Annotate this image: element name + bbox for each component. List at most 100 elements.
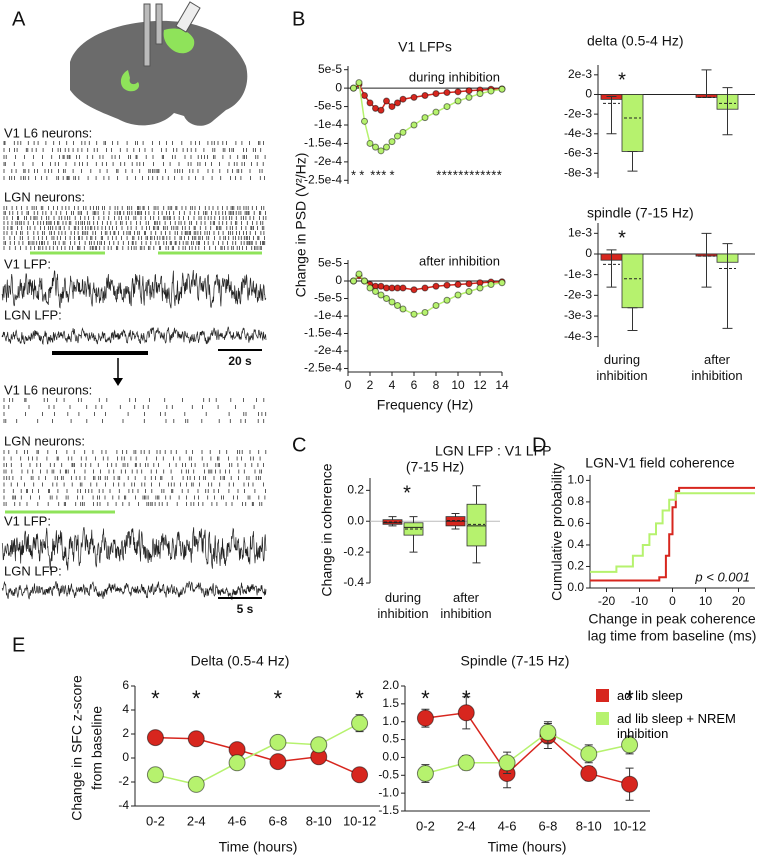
data-point: [351, 766, 369, 784]
y-tick-label: 0.0: [567, 580, 584, 594]
y-tick-label: -1.5: [378, 803, 399, 817]
data-point: [498, 85, 506, 93]
data-point: [383, 143, 390, 151]
series-line: [155, 736, 360, 776]
x-tick-label: -20: [598, 594, 616, 608]
data-point: [394, 302, 401, 309]
y-tick-label: 0.4: [567, 537, 584, 551]
brain-cartoon: [70, 1, 248, 126]
electrode: [155, 3, 163, 45]
error-bar: [722, 87, 733, 136]
data-point: [269, 733, 287, 751]
significance-marker: *: [436, 167, 441, 182]
y-tick-label: 0: [585, 246, 592, 260]
lfp-trace: [1, 269, 267, 309]
optic-fiber: [175, 1, 201, 33]
category-label: during inhibition: [596, 352, 648, 383]
legend-entry: ad lib sleep + NREM inhibition: [596, 711, 762, 741]
data-point: [366, 284, 374, 292]
data-point: [269, 753, 287, 771]
y-tick-label: -1e-3: [564, 267, 592, 281]
data-point: [361, 92, 368, 99]
data-point: [310, 736, 328, 754]
x-axis-label: Time (hours): [219, 839, 298, 855]
legend-swatch: [596, 712, 609, 725]
error-bar: [606, 249, 617, 288]
data-point: [366, 139, 374, 147]
panel-label: D: [532, 434, 546, 456]
panel-label: E: [12, 634, 25, 656]
data-point: [421, 114, 429, 122]
y-tick-label: -3e-3: [564, 308, 592, 322]
x-tick-label: 2: [367, 378, 374, 392]
y-tick-label: -6e-3: [564, 146, 592, 160]
spike-raster: [3, 482, 264, 487]
y-tick-label: 1.0: [382, 714, 399, 728]
chart-title: V1 LFPs: [398, 39, 452, 55]
spike-raster: [3, 469, 262, 474]
spike-raster: [3, 216, 267, 220]
significance-marker: *: [464, 167, 469, 182]
y-tick-label: -5e-5: [314, 291, 342, 305]
y-tick-label: 0.2: [347, 483, 364, 497]
data-point: [416, 709, 434, 727]
data-point: [187, 775, 205, 793]
lfp-trace: [1, 326, 267, 345]
y-tick-label: -4: [118, 798, 129, 812]
data-point: [432, 282, 440, 290]
data-point: [372, 288, 379, 295]
data-point: [454, 291, 462, 299]
data-point: [498, 279, 506, 287]
data-point: [465, 93, 473, 101]
y-tick-label: 1.0: [567, 473, 584, 487]
x-tick-label: 14: [495, 378, 509, 392]
spike-raster: [3, 155, 266, 159]
data-point: [498, 754, 516, 772]
data-point: [372, 143, 379, 151]
y-tick-label: 0: [122, 750, 129, 764]
category-label: during inhibition: [377, 590, 429, 621]
significance-marker: *: [480, 167, 485, 182]
significance-marker: *: [469, 167, 474, 182]
significance-marker: *: [192, 686, 201, 711]
data-point: [350, 277, 357, 285]
lgn-region: [120, 70, 140, 92]
y-tick-label: 0: [335, 273, 342, 287]
data-point: [394, 132, 401, 140]
data-point: [580, 745, 598, 763]
trace-label: LGN neurons:: [4, 433, 85, 448]
y-tick-label: 0: [335, 80, 342, 94]
data-point: [421, 309, 429, 316]
y-tick-label: -1e-4: [314, 308, 342, 322]
y-tick-label: -1.5e-4: [304, 136, 342, 150]
legend-label: ad lib sleep: [617, 688, 683, 703]
error-bar: [627, 150, 638, 172]
y-tick-label: -1.0: [378, 785, 399, 799]
y-tick-label: 0.8: [567, 494, 584, 508]
trace-label: V1 L6 neurons:: [4, 382, 92, 397]
x-tick-label: 8-10: [576, 818, 602, 833]
x-tick-label: 10: [451, 378, 465, 392]
y-axis-label: Change in PSD (V²/Hz): [293, 153, 309, 298]
data-point: [383, 295, 390, 302]
trace-label: V1 LFP:: [4, 513, 51, 528]
data-point: [383, 97, 390, 105]
spike-raster: [3, 502, 263, 506]
x-tick-label: 0: [345, 378, 352, 392]
y-tick-label: -2.5e-4: [304, 361, 342, 375]
y-tick-label: -4e-3: [564, 329, 592, 343]
y-tick-label: 0: [585, 87, 592, 101]
error-bar: [722, 243, 733, 329]
data-point: [394, 99, 401, 107]
data-point: [146, 766, 164, 784]
scale-label: 20 s: [228, 354, 252, 368]
data-point: [410, 121, 418, 129]
data-point: [228, 754, 246, 772]
trace-label: LGN LFP:: [4, 563, 62, 578]
significance-marker: *: [458, 167, 463, 182]
significance-marker: *: [442, 167, 447, 182]
spike-raster: [3, 241, 266, 245]
significance-marker: *: [403, 482, 411, 504]
significance-marker: *: [351, 167, 356, 182]
